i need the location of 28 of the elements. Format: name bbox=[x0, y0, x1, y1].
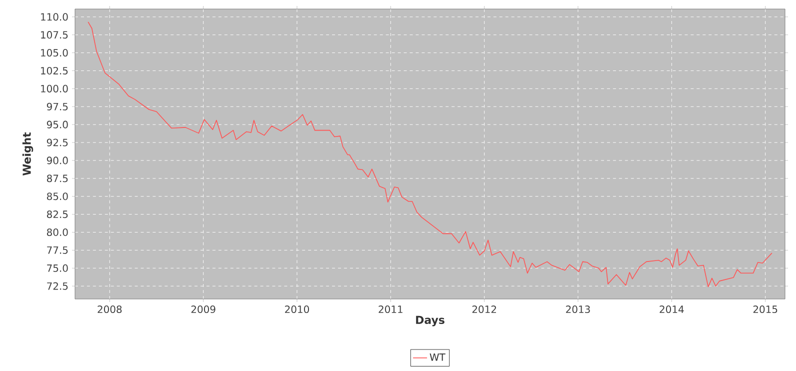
y-tick-label: 100.0 bbox=[41, 84, 68, 92]
y-tick-label: 77.5 bbox=[47, 246, 68, 254]
y-tick-label: 92.5 bbox=[46, 138, 68, 146]
x-tick-label: 2009 bbox=[191, 306, 216, 314]
y-tick-label: 90.0 bbox=[46, 156, 68, 164]
y-tick-label: 72.5 bbox=[47, 282, 68, 290]
x-tick-label: 2010 bbox=[285, 306, 310, 314]
y-tick-label: 87.5 bbox=[46, 174, 68, 182]
y-tick-label: 107.5 bbox=[41, 31, 68, 39]
x-tick-label: 2015 bbox=[753, 306, 778, 314]
x-tick-label: 2011 bbox=[378, 306, 402, 314]
x-tick-label: 2013 bbox=[566, 306, 590, 314]
line-series bbox=[88, 22, 772, 288]
x-axis-title: Days bbox=[416, 316, 444, 326]
y-tick-label: 102.5 bbox=[41, 66, 68, 74]
y-tick-label: 105.0 bbox=[41, 49, 68, 57]
legend-label: WT bbox=[430, 353, 446, 361]
y-axis-title: Weight bbox=[22, 132, 34, 176]
y-tick-label: 110.0 bbox=[41, 13, 68, 21]
y-tick-label: 80.0 bbox=[46, 228, 68, 236]
x-tick-label: 2008 bbox=[98, 306, 122, 314]
y-tick-label: 75.0 bbox=[47, 264, 68, 272]
y-tick-label: 95.0 bbox=[46, 120, 68, 128]
y-tick-label: 82.5 bbox=[46, 210, 68, 218]
x-tick-label: 2012 bbox=[472, 306, 496, 314]
x-tick-label: 2014 bbox=[660, 306, 684, 314]
y-tick-label: 97.5 bbox=[46, 102, 68, 110]
y-tick-label: 85.0 bbox=[46, 192, 68, 200]
